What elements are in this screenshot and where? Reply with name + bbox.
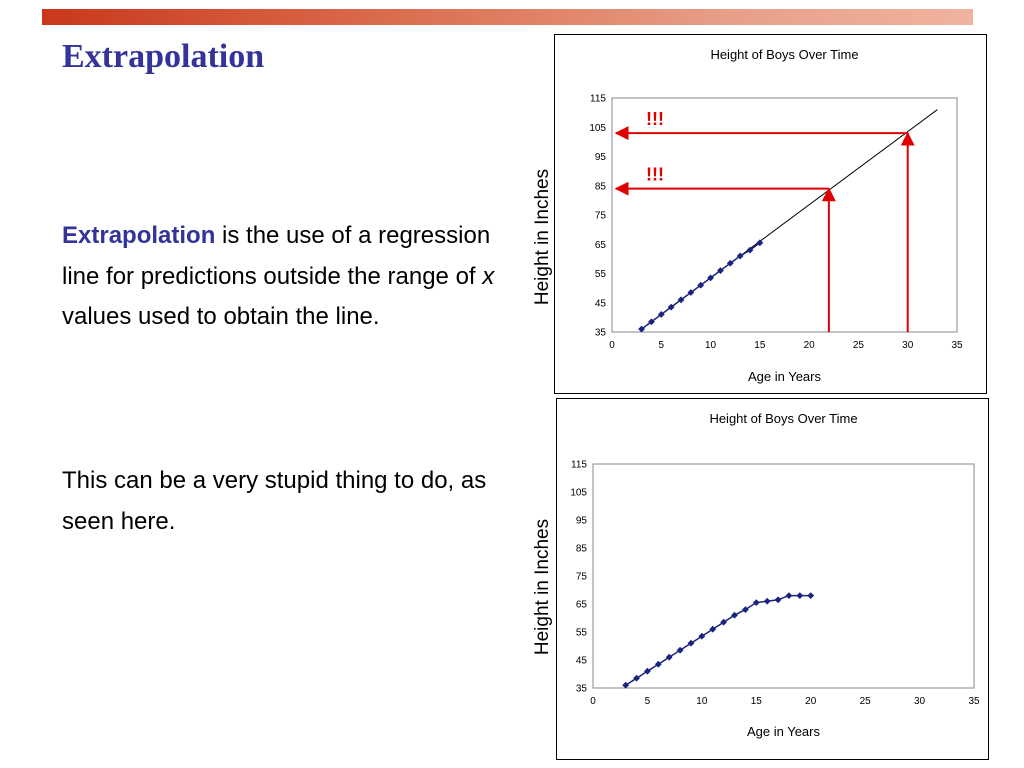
chart1-xlabel: Age in Years [748, 369, 822, 384]
chart2-data-point [709, 625, 717, 633]
x-variable: x [482, 262, 495, 290]
chart1-xtick-label: 25 [853, 340, 865, 351]
chart2-data-point [698, 632, 706, 640]
chart2-ytick-label: 75 [576, 572, 588, 583]
chart2-ytick-label: 85 [576, 544, 588, 555]
chart-actual-ylabel: Height in Inches [532, 518, 553, 656]
chart1-ytick-label: 35 [595, 328, 607, 339]
chart1-xtick-label: 0 [609, 340, 615, 351]
chart1-ytick-label: 85 [595, 181, 607, 192]
chart1-ytick-label: 65 [595, 240, 607, 251]
chart2-xtick-label: 0 [590, 696, 596, 707]
chart2-data-point [774, 596, 782, 604]
chart2-data-point [742, 606, 749, 613]
chart2-xtick-label: 25 [860, 696, 872, 707]
chart1-data-point [638, 325, 645, 333]
chart1-data-point [677, 296, 685, 304]
chart2-xtick-label: 5 [645, 696, 651, 707]
chart2-xtick-label: 15 [751, 696, 763, 707]
chart2-data-point [731, 611, 738, 619]
chart2-ytick-label: 105 [570, 488, 587, 499]
chart1-xtick-label: 20 [804, 340, 816, 351]
title-accent-bar [42, 9, 973, 25]
chart1-data-point [687, 289, 695, 296]
definition-text-a: is the use of a regression line for pred… [62, 222, 491, 290]
chart2-ytick-label: 95 [576, 516, 588, 527]
chart2-series-line [625, 594, 811, 686]
chart2-xtick-label: 30 [914, 696, 926, 707]
chart1-xtick-label: 10 [705, 340, 717, 351]
chart2-ytick-label: 115 [571, 460, 587, 471]
chart1-xtick-label: 30 [902, 340, 914, 351]
chart1-xtick-label: 35 [951, 340, 963, 351]
definition-paragraph: Extrapolation is the use of a regression… [62, 216, 502, 338]
chart2-ytick-label: 55 [576, 628, 588, 639]
chart1-data-point [648, 318, 655, 326]
chart1-ytick-label: 105 [589, 123, 606, 134]
chart2-data-point [687, 639, 695, 647]
chart2-ytick-label: 45 [576, 656, 588, 667]
chart2-data-point [665, 653, 673, 661]
chart1-xtick-label: 15 [754, 340, 766, 351]
chart-extrapolated-ylabel: Height in Inches [532, 168, 553, 306]
chart2-data-point [622, 681, 630, 689]
chart2-ytick-label: 35 [576, 684, 588, 695]
chart1-data-point [697, 281, 705, 289]
chart1-ytick-label: 95 [595, 152, 607, 163]
chart1-annotation-label: !!! [646, 109, 664, 129]
warning-paragraph: This can be a very stupid thing to do, a… [62, 467, 487, 535]
chart2-ytick-label: 65 [576, 600, 588, 611]
chart1-data-point [667, 303, 675, 311]
chart2-data-point [676, 646, 684, 654]
chart1-plot-area [611, 97, 958, 333]
chart1-data-point [726, 259, 734, 267]
chart1-data-point [717, 267, 724, 274]
chart1-data-point [736, 252, 744, 260]
chart-actual: Height of Boys Over Time 35 45 55 65 75 85 95 10… [556, 398, 989, 760]
chart2-data-point [796, 592, 804, 599]
chart1-ytick-label: 45 [595, 298, 607, 309]
chart2-title: Height of Boys Over Time [709, 411, 857, 426]
definition-text-b: values used to obtain the line. [62, 303, 380, 330]
chart1-data-point [756, 239, 764, 247]
chart-extrapolated: Height of Boys Over Time 35 45 55 65 75 85 95 10… [554, 34, 987, 394]
chart1-ytick-label: 75 [595, 211, 607, 222]
chart2-data-point [763, 597, 771, 605]
chart2-xtick-label: 35 [968, 696, 980, 707]
keyword-extrapolation: Extrapolation [62, 222, 216, 249]
chart1-data-point [657, 311, 665, 318]
chart2-xlabel: Age in Years [747, 724, 821, 739]
slide-title: Extrapolation [62, 38, 265, 75]
chart2-data-point [644, 667, 651, 675]
chart1-data-point [746, 246, 754, 254]
chart2-xtick-label: 10 [696, 696, 708, 707]
chart2-plot-area [592, 463, 975, 689]
chart1-ytick-label: 55 [595, 269, 607, 280]
chart2-data-point [752, 599, 760, 606]
chart2-data-point [633, 674, 640, 682]
chart1-title: Height of Boys Over Time [710, 47, 858, 62]
chart2-data-point [654, 660, 662, 668]
chart2-data-point [720, 618, 728, 626]
chart1-data-point [707, 274, 714, 282]
chart1-annotation-label: !!! [646, 165, 664, 185]
chart2-xtick-label: 20 [805, 696, 817, 707]
chart1-ytick-label: 115 [590, 94, 606, 105]
chart1-xtick-label: 5 [659, 340, 665, 351]
chart2-data-point [807, 592, 815, 599]
chart-extrapolated-svg: Height of Boys Over Time 35 45 55 65 75 85 95 10… [589, 47, 963, 384]
chart2-data-point [785, 592, 793, 599]
chart-actual-svg: Height of Boys Over Time 35 45 55 65 75 85 95 10… [570, 411, 980, 739]
